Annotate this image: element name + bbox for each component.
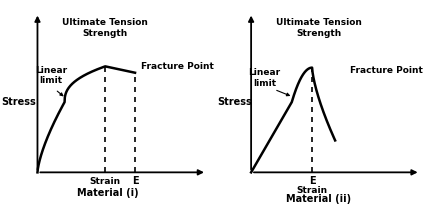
Text: Linear
limit: Linear limit bbox=[35, 66, 67, 85]
Text: Ultimate Tension
Strength: Ultimate Tension Strength bbox=[62, 18, 148, 38]
Text: E: E bbox=[309, 176, 315, 186]
Text: Strain: Strain bbox=[296, 186, 328, 195]
Text: Stress: Stress bbox=[1, 97, 36, 107]
Text: E: E bbox=[132, 176, 138, 186]
Text: Ultimate Tension
Strength: Ultimate Tension Strength bbox=[276, 18, 362, 38]
Text: Fracture Point: Fracture Point bbox=[141, 62, 214, 71]
Text: Material (i): Material (i) bbox=[77, 188, 139, 198]
Text: Stress: Stress bbox=[218, 97, 252, 107]
Text: Material (ii): Material (ii) bbox=[286, 194, 351, 204]
Text: Fracture Point: Fracture Point bbox=[350, 66, 423, 75]
Text: Linear
limit: Linear limit bbox=[249, 68, 281, 88]
Text: Strain: Strain bbox=[90, 177, 121, 186]
